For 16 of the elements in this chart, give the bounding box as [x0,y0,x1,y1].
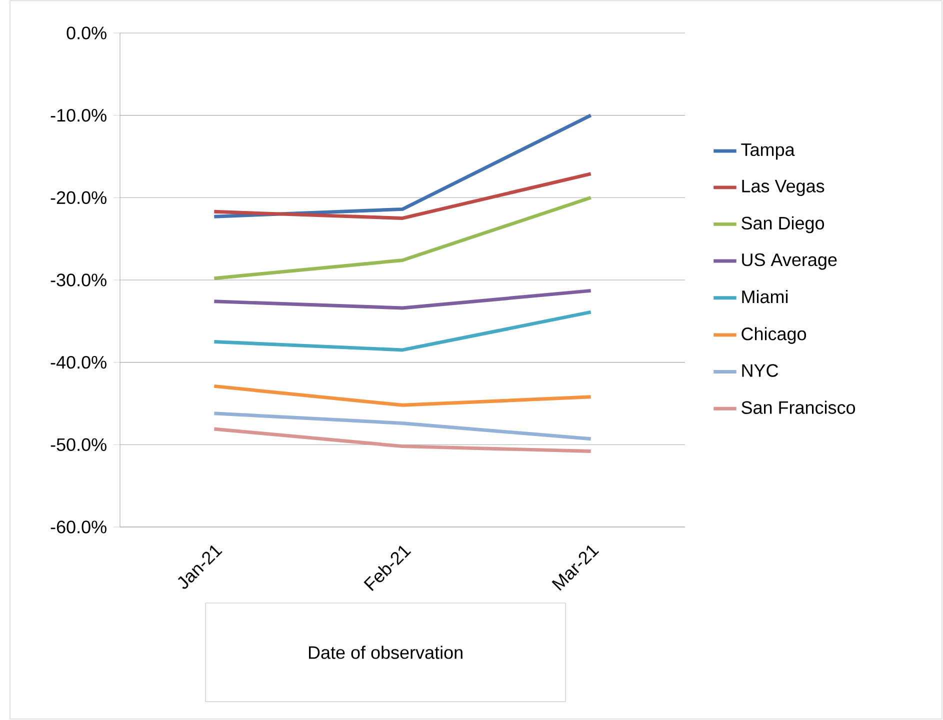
legend-label: Chicago [742,327,806,344]
legend-label: NYC [742,364,778,377]
y-tick-label: -40.0% [50,356,106,369]
legend-label: Tampa [741,143,795,160]
legend-label: Miami [742,290,788,304]
legend-label: US Average [742,253,837,270]
legend-label: Las Vegas [742,180,824,196]
x-axis-title: Date of observation [308,646,462,659]
y-tick-label: -10.0% [50,108,106,122]
y-tick-label: -20.0% [50,191,106,204]
y-tick-label: -50.0% [50,438,106,452]
legend-label: San Diego [742,216,824,234]
y-tick-label: -60.0% [50,520,106,534]
legend-label: San Francisco [742,400,856,414]
y-tick-label: -30.0% [50,274,106,286]
y-tick-label: 0.0% [66,26,106,40]
